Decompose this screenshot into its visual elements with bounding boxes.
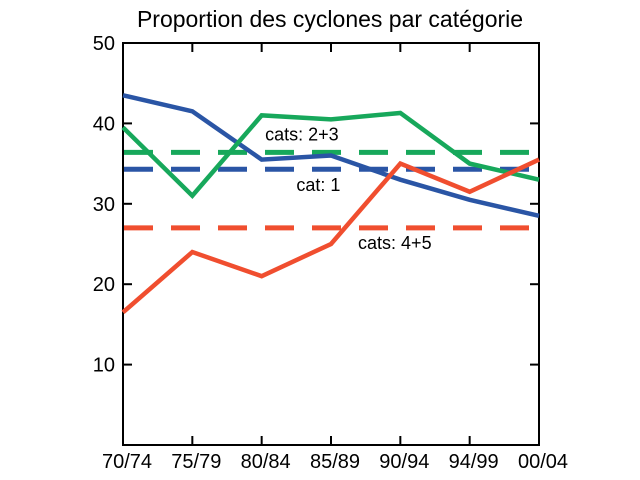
x-tick-label: 94/99 [449,451,499,473]
series-line-cats-2-3 [121,110,540,200]
annotation-cat-1: cat: 1 [296,175,340,195]
x-tick-label: 80/84 [241,451,291,473]
x-tick-label: 70/74 [102,451,152,473]
y-tick-label: 10 [93,355,115,377]
x-tick-label: 90/94 [379,451,429,473]
series-line-cats-4-5 [121,157,540,315]
plot-area: 10 20 30 40 50 70/74 75/79 80/84 85/89 90/94 94/99… [93,33,568,473]
x-tick-label: 00/04 [518,451,568,473]
x-tick-label: 85/89 [310,451,360,473]
chart-title: Proportion des cyclones par catégorie [137,6,523,32]
series-line-cat-1 [122,93,540,219]
y-tick-label: 30 [93,194,115,216]
annotation-cats-4-5: cats: 4+5 [358,233,432,253]
y-tick-label: 40 [93,113,115,135]
y-tick-label: 50 [93,33,115,55]
annotation-cats-2-3: cats: 2+3 [265,124,339,144]
y-tick-label: 20 [93,274,115,296]
x-tick-label: 75/79 [171,451,221,473]
